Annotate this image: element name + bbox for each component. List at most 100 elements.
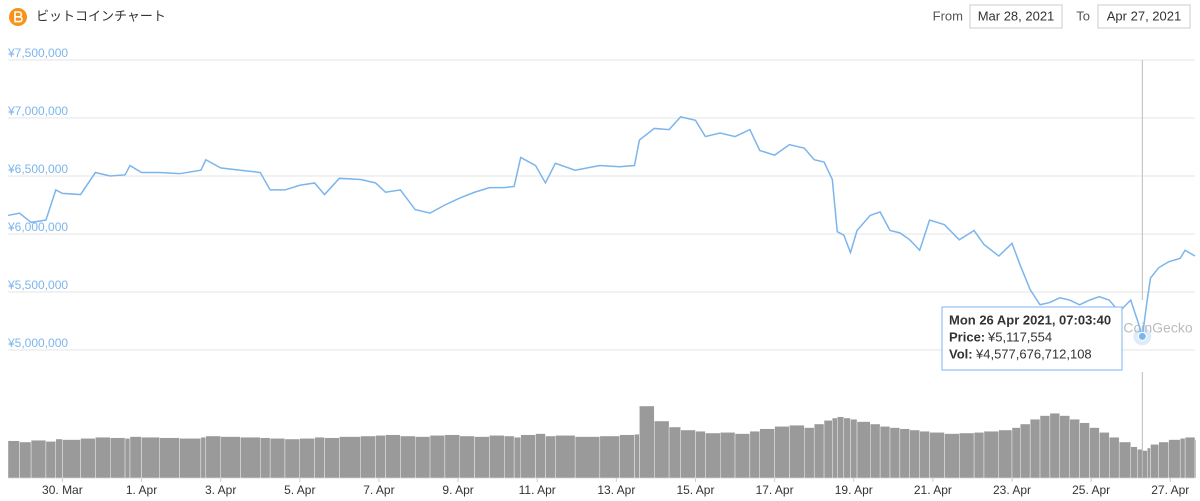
volume-bar xyxy=(415,436,431,479)
volume-bar xyxy=(314,437,325,479)
volume-bar xyxy=(62,439,81,479)
y-tick-label: ¥7,000,000 xyxy=(7,104,68,118)
from-date: Mar 28, 2021 xyxy=(978,8,1055,23)
volume-bar xyxy=(1146,447,1151,479)
x-tick-label: 30. Mar xyxy=(42,483,83,497)
grid: ¥5,000,000 ¥5,500,000 ¥6,000,000 ¥6,500,000… xyxy=(7,46,1195,497)
volume-bar xyxy=(813,423,825,479)
volume-bar xyxy=(944,433,960,479)
volume-bar xyxy=(474,436,490,479)
volume-bar xyxy=(720,432,736,479)
x-tick-label: 7. Apr xyxy=(363,483,394,497)
volume-bar xyxy=(360,435,376,479)
volume-bar xyxy=(574,436,601,479)
x-tick-label: 11. Apr xyxy=(519,483,556,497)
volume-bar xyxy=(1069,419,1080,479)
y-tick-label: ¥6,000,000 xyxy=(7,220,68,234)
x-tick-label: 25. Apr xyxy=(1072,483,1110,497)
volume-bar xyxy=(129,436,142,479)
volume-bar xyxy=(80,438,96,479)
volume-bar xyxy=(973,432,985,479)
volume-bar xyxy=(870,423,881,479)
volume-bar xyxy=(400,435,416,479)
plot xyxy=(7,60,1196,478)
volume-bar xyxy=(919,431,930,479)
volume-bar xyxy=(668,426,681,479)
volume-bar xyxy=(889,427,901,479)
volume-bar xyxy=(1079,422,1090,479)
volume-bar xyxy=(1168,439,1181,479)
x-tick-label: 17. Apr xyxy=(756,483,794,497)
volume-bar xyxy=(1011,427,1021,479)
volume-bar xyxy=(1059,415,1070,479)
x-tick-label: 5. Apr xyxy=(284,483,315,497)
volume-bar xyxy=(200,437,207,479)
volume-bar xyxy=(1142,450,1148,479)
volume-bar xyxy=(705,432,721,479)
to-date: Apr 27, 2021 xyxy=(1107,8,1181,23)
volume-bar xyxy=(1099,432,1110,479)
x-tick-label: 27. Apr xyxy=(1151,483,1189,497)
volume-bar xyxy=(823,420,833,479)
volume-bar xyxy=(879,426,891,479)
volume-bar xyxy=(545,435,556,479)
volume-bar xyxy=(619,434,635,479)
volume-bar xyxy=(749,431,760,479)
tooltip-box xyxy=(941,306,1123,371)
volume-bar xyxy=(639,405,655,479)
volume-bar xyxy=(324,437,340,479)
coin-icon xyxy=(9,8,27,26)
volume-bar xyxy=(843,417,851,479)
volume-bar xyxy=(774,426,790,479)
y-tick-label: ¥5,000,000 xyxy=(7,336,68,350)
volume-bar xyxy=(734,433,751,479)
watermark: CoinGecko xyxy=(1123,320,1192,336)
volume-bar xyxy=(1089,427,1100,479)
volume-bar xyxy=(513,437,521,479)
volume-bar xyxy=(680,429,696,479)
x-tick-label: 15. Apr xyxy=(676,483,714,497)
tooltip-price-caption: Price: xyxy=(949,329,985,344)
volume-bar xyxy=(654,420,670,479)
x-tick-label: 23. Apr xyxy=(993,483,1031,497)
chart-title: ビットコインチャート xyxy=(36,8,166,23)
volume-bar xyxy=(141,437,160,479)
volume-bar xyxy=(1158,441,1169,479)
volume-bar xyxy=(1184,437,1196,479)
volume-bar xyxy=(1194,439,1197,479)
to-input[interactable] xyxy=(1097,4,1191,29)
price-line xyxy=(7,116,1196,337)
volume-bar xyxy=(634,434,640,479)
volume-bar xyxy=(504,435,515,479)
y-tick-label: ¥6,500,000 xyxy=(7,162,68,176)
from-input[interactable] xyxy=(969,4,1063,29)
volume-bar xyxy=(856,421,871,479)
volume-bar xyxy=(269,438,286,479)
volume-bar xyxy=(159,437,180,479)
volume-bar xyxy=(179,438,202,479)
hover-point xyxy=(1137,331,1147,341)
volume-bar xyxy=(789,425,805,479)
volume-bar xyxy=(1118,441,1131,479)
volume-bar xyxy=(459,435,475,479)
x-tick-label: 21. Apr xyxy=(914,483,952,497)
volume-bar xyxy=(1137,449,1143,479)
volume-bar xyxy=(260,437,271,479)
volume-bar xyxy=(489,435,505,479)
volume-bar xyxy=(1049,413,1061,479)
tooltip-volume-caption: Vol: xyxy=(949,346,973,361)
volume-bar xyxy=(299,438,315,479)
x-tick-label: 13. Apr xyxy=(597,483,635,497)
volume-bar xyxy=(95,437,111,479)
to-label: To xyxy=(1076,8,1090,23)
volume-bar xyxy=(30,440,47,479)
volume-bar xyxy=(850,419,858,479)
volume-bar xyxy=(110,437,126,479)
tooltip-volume: ¥4,577,676,712,108 xyxy=(975,346,1092,361)
volume-bar xyxy=(385,434,401,479)
volume-bar xyxy=(45,441,57,479)
volume-bar xyxy=(909,429,920,479)
x-tick-label: 9. Apr xyxy=(442,483,473,497)
x-tick-label: 1. Apr xyxy=(126,483,157,497)
